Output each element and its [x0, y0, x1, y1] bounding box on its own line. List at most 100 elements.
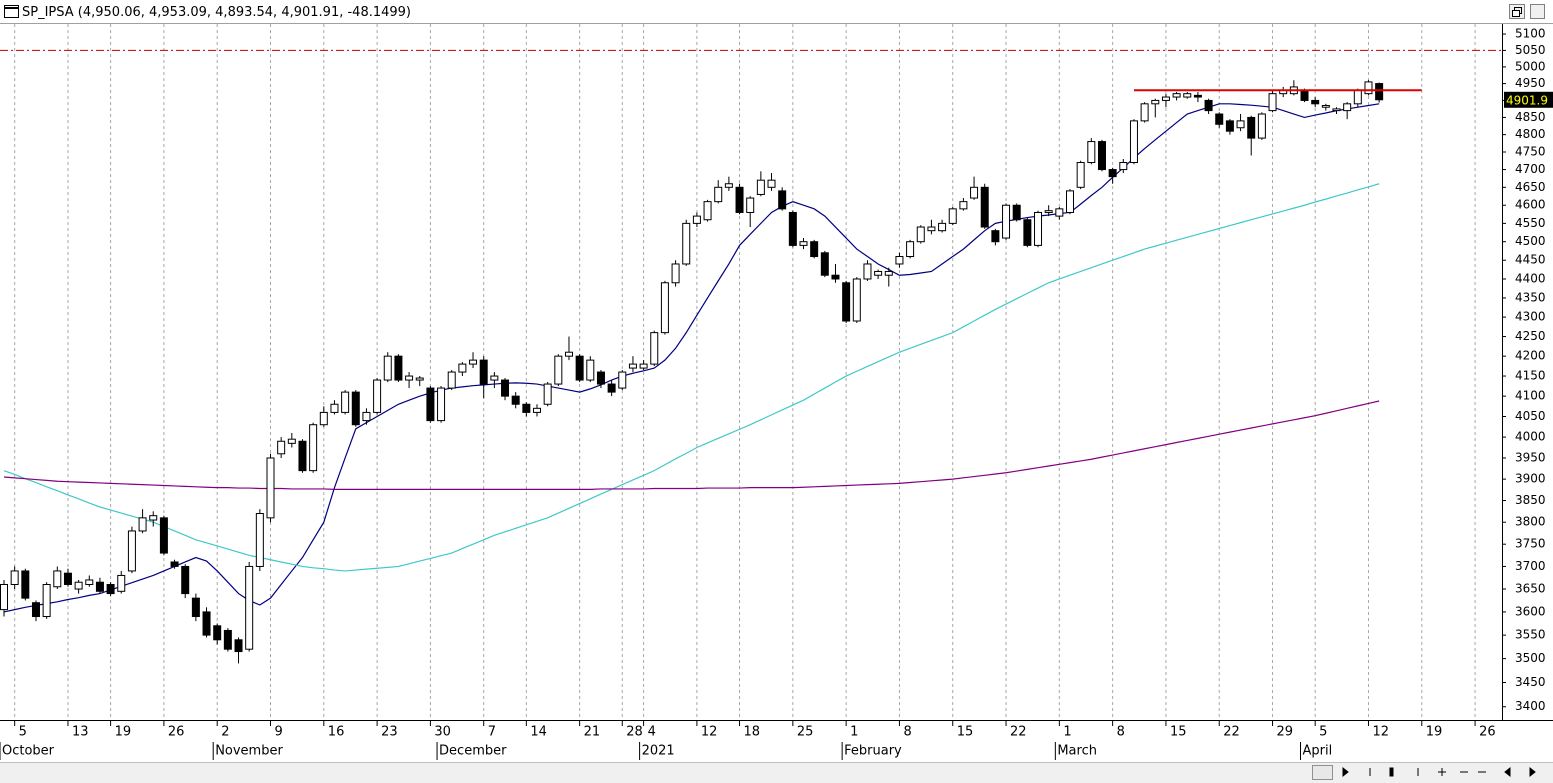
candle-body — [1193, 94, 1202, 98]
candle-body — [916, 226, 925, 243]
x-tick-label: 19 — [115, 725, 132, 740]
x-tick-label: 30 — [434, 725, 451, 740]
candle-body — [533, 407, 541, 413]
toolbar-icons[interactable] — [1342, 766, 1536, 778]
candle-body — [692, 215, 701, 224]
month-label: March — [1057, 744, 1097, 759]
candle-body — [234, 639, 243, 653]
candle-body — [1247, 116, 1256, 139]
candle-body — [447, 371, 456, 389]
candle-body — [596, 371, 605, 385]
candle-body — [618, 371, 627, 389]
candle-body — [1300, 89, 1309, 101]
chart-title: SP_IPSA (4,950.06, 4,953.09, 4,893.54, 4… — [22, 5, 411, 20]
x-tick-label: 22 — [1010, 725, 1027, 740]
candle-body — [671, 263, 680, 284]
candle-body — [1097, 141, 1106, 171]
y-tick-label: 3550 — [1515, 628, 1546, 642]
candle-body — [74, 581, 83, 590]
candle-body — [1044, 210, 1053, 213]
x-tick-label: 1 — [850, 725, 858, 740]
grid — [14, 24, 1476, 718]
candle-body — [863, 263, 872, 280]
scroll-thumb[interactable] — [1312, 765, 1333, 780]
candle-body — [1321, 105, 1330, 108]
title-bar — [0, 0, 1553, 24]
x-tick-label: 13 — [72, 725, 89, 740]
candle-body — [223, 629, 232, 650]
candle-body — [1364, 81, 1373, 95]
candle-body — [0, 583, 8, 611]
candle-body — [874, 270, 883, 276]
candle-body — [724, 183, 733, 188]
candle-body — [703, 201, 712, 221]
moving-average-line — [3, 400, 1380, 490]
candle-body — [607, 383, 616, 393]
y-tick-label: 3600 — [1515, 604, 1546, 618]
y-tick-label: 5000 — [1515, 59, 1546, 73]
candle-body — [906, 241, 915, 258]
candle-body — [788, 211, 797, 246]
moving-average-line — [3, 103, 1380, 613]
candle-body — [1268, 93, 1277, 112]
x-tick-label: 15 — [1170, 725, 1187, 740]
restore-button[interactable] — [1509, 4, 1525, 19]
candle-body — [1055, 208, 1064, 217]
candle-body — [1343, 103, 1352, 112]
candle-body — [1225, 120, 1234, 132]
candle-body — [778, 190, 787, 210]
candle-body — [575, 355, 584, 381]
candle-body — [991, 230, 1000, 243]
candle-body — [330, 403, 339, 413]
candle-body — [490, 375, 499, 381]
y-tick-label: 4050 — [1515, 409, 1546, 423]
y-tick-label: 3450 — [1515, 675, 1546, 689]
y-tick-label: 4450 — [1515, 253, 1546, 267]
month-label: October — [2, 744, 55, 759]
candle-body — [159, 517, 168, 554]
candle-body — [341, 391, 350, 413]
y-tick-label: 5050 — [1515, 43, 1546, 57]
candle-body — [95, 581, 104, 592]
candle-body — [1023, 219, 1032, 246]
candle-body — [1129, 120, 1138, 164]
candle-body — [842, 282, 851, 322]
candle-body — [287, 438, 296, 444]
x-tick-label: 16 — [328, 725, 345, 740]
y-tick-label: 3500 — [1515, 651, 1546, 665]
candle-body — [1215, 113, 1224, 125]
candle-body — [255, 513, 264, 567]
candle-body — [970, 186, 979, 199]
candle-body — [522, 403, 531, 413]
y-tick-label: 4500 — [1515, 234, 1546, 248]
candle-body — [437, 387, 446, 422]
x-tick-label: 8 — [903, 725, 911, 740]
y-tick-label: 3950 — [1515, 450, 1546, 464]
x-tick-label: 22 — [1223, 725, 1240, 740]
candle-body — [927, 226, 936, 232]
y-tick-label: 4550 — [1515, 216, 1546, 230]
y-tick-label: 5100 — [1515, 27, 1546, 41]
candle-body — [714, 186, 723, 203]
candle-body — [277, 440, 286, 455]
candle-body — [682, 222, 691, 265]
candle-body — [799, 241, 808, 246]
candle-body — [1119, 162, 1128, 171]
x-tick-label: 21 — [584, 725, 601, 740]
y-tick-label: 4400 — [1515, 271, 1546, 285]
candle-body — [21, 570, 30, 599]
candle-body — [543, 383, 552, 405]
candle-body — [501, 379, 510, 397]
scroll-button[interactable] — [1530, 4, 1545, 19]
candle-body — [1172, 93, 1181, 98]
candle-body — [31, 602, 40, 618]
candle-body — [586, 359, 595, 381]
candle-body — [810, 241, 819, 258]
y-tick-label: 3650 — [1515, 582, 1546, 596]
candle-body — [938, 222, 947, 232]
y-tick-label: 4150 — [1515, 369, 1546, 383]
candle-body — [149, 515, 158, 521]
candle-body — [1236, 120, 1245, 129]
